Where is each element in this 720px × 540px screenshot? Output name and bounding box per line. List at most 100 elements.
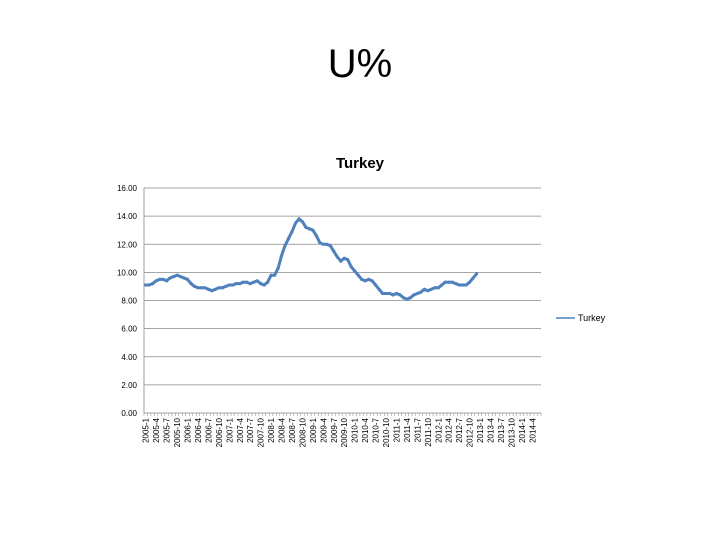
data-point [161,277,165,281]
data-point [280,253,284,258]
data-point [332,249,336,253]
x-tick-label: 2006-1 [184,417,193,442]
data-point [447,280,451,284]
data-point [353,269,357,273]
data-point [286,237,291,241]
x-tick-label: 2010-7 [372,417,381,442]
data-point [422,287,426,291]
x-tick-label: 2012-1 [434,417,443,442]
data-point [394,291,399,296]
y-tick-label: 12.00 [117,240,138,249]
data-point [185,277,190,281]
data-point [192,284,197,288]
data-point [342,256,346,260]
x-tick-label: 2007-10 [257,417,266,447]
x-tick-label: 2012-7 [455,417,464,442]
data-point [377,287,381,291]
data-point [238,282,242,286]
data-point [419,290,423,294]
x-tick-label: 2010-4 [361,417,370,442]
x-tick-label: 2005-7 [163,417,172,442]
data-point [415,291,419,296]
x-tick-label: 2005-10 [173,417,182,447]
x-tick-label: 2013-7 [497,417,506,442]
data-point [269,273,273,277]
data-point [179,275,183,279]
x-tick-label: 2008-4 [278,417,287,442]
x-tick-label: 2013-1 [476,417,485,442]
x-tick-label: 2005-4 [152,417,161,442]
data-point [290,230,294,234]
data-point [321,242,325,246]
data-point [220,286,224,290]
data-point [380,291,385,296]
data-point [189,282,193,286]
data-point [158,277,162,281]
data-point [408,296,412,300]
data-point [401,296,405,300]
data-point [307,227,311,231]
data-point [210,289,214,293]
data-point [172,275,176,279]
data-point [304,225,308,229]
data-point [363,279,367,283]
y-tick-label: 4.00 [121,353,137,362]
data-point [311,228,315,232]
x-tick-label: 2008-10 [298,417,307,447]
x-tick-label: 2013-4 [487,417,496,442]
data-point [314,234,318,238]
data-point [266,280,270,284]
data-point [346,258,350,262]
data-point [231,283,235,287]
data-point [151,282,155,286]
data-point [144,283,148,287]
data-point [147,283,151,287]
data-point [206,287,210,291]
data-point [454,282,458,286]
data-point [168,276,172,280]
data-point [234,282,238,286]
data-point [433,286,437,290]
data-point [283,244,287,248]
y-axis: 0.00 2.00 4.00 6.00 8.00 10.00 12.00 14.00 16.00 [117,184,138,418]
x-tick-label: 2008-1 [267,417,276,442]
data-point [255,279,259,283]
data-point [203,286,207,290]
x-tick-label: 2010-1 [351,417,360,442]
data-point [154,279,158,283]
data-point [328,244,332,248]
data-point [175,273,179,277]
data-point [318,241,322,245]
data-point [426,289,430,293]
y-tick-label: 6.00 [121,325,137,334]
data-point [165,279,169,283]
x-tick-label: 2007-4 [236,417,245,442]
x-tick-label: 2006-4 [194,417,203,442]
data-point [325,242,329,246]
x-tick-label: 2012-10 [466,417,475,447]
legend: Turkey [556,313,606,323]
data-point [429,287,433,291]
x-tick-label: 2011-1 [392,417,401,442]
x-tick-label: 2013-10 [507,417,516,447]
data-point [196,286,200,290]
x-tick-label: 2010-10 [382,417,391,447]
data-point [387,291,392,296]
data-point [297,217,301,221]
y-tick-label: 14.00 [117,212,138,221]
data-point [339,259,343,263]
data-point [273,273,277,277]
x-tick-label: 2009-1 [309,417,318,442]
data-point [252,280,256,284]
x-tick-label: 2009-7 [330,417,339,442]
data-point [262,283,266,287]
data-point [224,284,228,288]
x-tick-label: 2006-7 [204,417,213,442]
data-point [391,293,395,297]
data-point [370,279,374,283]
x-tick-label: 2007-1 [225,417,234,442]
data-point [450,280,454,284]
data-point [248,282,252,286]
data-point [443,280,447,284]
